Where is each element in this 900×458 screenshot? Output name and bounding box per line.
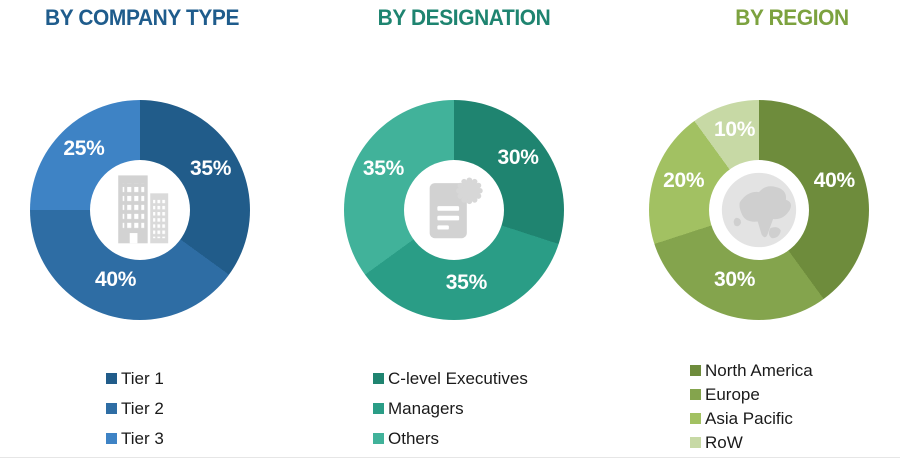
- panel-designation: BY DESIGNATION: [300, 0, 610, 458]
- legend-item: Tier 1: [106, 370, 164, 387]
- legend-swatch: [106, 433, 117, 444]
- donut-wrap-designation: 30% 35% 35%: [344, 100, 564, 320]
- slice-label: 35%: [445, 271, 487, 295]
- legend-label: North America: [705, 361, 813, 380]
- legend-label: RoW: [705, 433, 743, 452]
- legend-item: Asia Pacific: [690, 410, 813, 427]
- slice-label: 30%: [713, 268, 756, 292]
- legend-label: Managers: [388, 399, 464, 418]
- slice-label: 25%: [63, 136, 105, 160]
- legend-item: RoW: [690, 434, 813, 451]
- legend-label: Tier 1: [121, 369, 164, 388]
- certificate-document-icon: [429, 177, 483, 239]
- donut-hole: [90, 160, 190, 260]
- panel-title-region: BY REGION: [735, 5, 849, 30]
- slice-label: 40%: [94, 268, 137, 292]
- legend-swatch: [690, 389, 701, 400]
- legend-item: Europe: [690, 386, 813, 403]
- panel-title-company-type: BY COMPANY TYPE: [45, 5, 240, 30]
- legend-item: Others: [373, 430, 528, 447]
- donut-wrap-company-type: 35% 40% 25%: [30, 100, 250, 320]
- office-buildings-icon: [118, 175, 169, 244]
- legend-swatch: [690, 437, 701, 448]
- legend-swatch: [690, 365, 701, 376]
- slice-label: 35%: [189, 157, 232, 181]
- slice-label: 20%: [663, 168, 705, 192]
- globe-icon: [721, 172, 797, 248]
- legend-swatch: [106, 373, 117, 384]
- legend-swatch: [373, 433, 384, 444]
- donut-hole: [709, 160, 809, 260]
- panel-company-type: BY COMPANY TYPE: [0, 0, 300, 458]
- legend-swatch: [373, 373, 384, 384]
- legend-swatch: [373, 403, 384, 414]
- legend-item: Tier 2: [106, 400, 164, 417]
- slice-label: 30%: [497, 146, 539, 170]
- legend-designation: C-level Executives Managers Others: [373, 370, 528, 458]
- legend-item: North America: [690, 362, 813, 379]
- legend-region: North America Europe Asia Pacific RoW: [690, 362, 813, 458]
- panel-title-designation: BY DESIGNATION: [377, 5, 551, 30]
- panel-region: BY REGION 40% 30% 20% 10% North America Euro…: [610, 0, 900, 458]
- legend-item: C-level Executives: [373, 370, 528, 387]
- legend-label: Asia Pacific: [705, 409, 793, 428]
- legend-label: Others: [388, 429, 440, 448]
- donut-hole: [404, 160, 504, 260]
- legend-swatch: [106, 403, 117, 414]
- legend-item: Managers: [373, 400, 528, 417]
- legend-label: Tier 2: [121, 399, 164, 418]
- legend-swatch: [690, 413, 701, 424]
- legend-item: Tier 3: [106, 430, 164, 447]
- legend-label: C-level Executives: [388, 369, 528, 388]
- slice-label: 35%: [362, 157, 404, 181]
- slice-label: 40%: [813, 168, 855, 192]
- legend-label: Europe: [705, 385, 760, 404]
- legend-label: Tier 3: [121, 429, 164, 448]
- legend-company-type: Tier 1 Tier 2 Tier 3: [106, 370, 164, 458]
- donut-wrap-region: 40% 30% 20% 10%: [649, 100, 869, 320]
- slice-label: 10%: [713, 117, 756, 141]
